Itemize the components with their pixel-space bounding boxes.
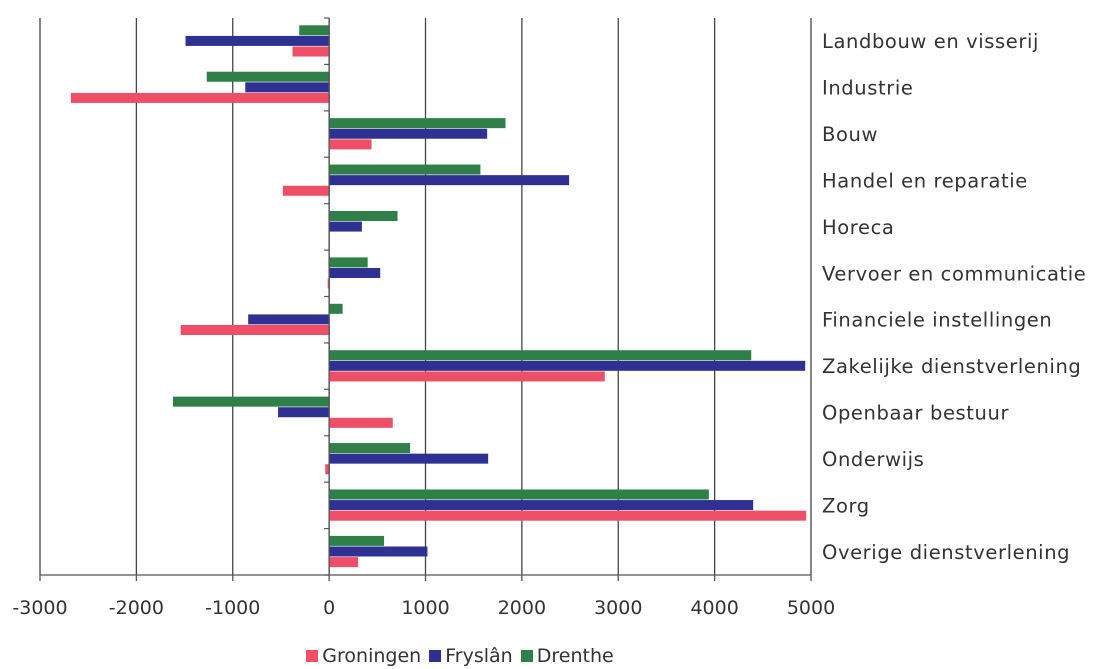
category-label: Openbaar bestuur [822,402,1009,425]
legend-item-groningen: Groningen [306,645,421,667]
bar-frysln [248,314,330,325]
bar-groningen [329,371,605,382]
bar-frysln [329,221,362,232]
x-tick-label: -1000 [205,597,260,619]
bar-drenthe [206,71,330,82]
category-label: Financiele instellingen [822,309,1052,332]
bar-drenthe [329,535,385,546]
x-tick-label: 3000 [594,597,642,619]
category-label: Zakelijke dienstverlening [822,355,1081,378]
bar-frysln [245,82,330,93]
legend-label: Fryslân [445,645,513,667]
bar-drenthe [329,303,343,314]
bar-groningen [325,464,330,475]
bar-groningen [329,510,807,521]
x-tick-label: -3000 [12,597,67,619]
bars [70,25,807,568]
bar-drenthe [329,210,398,221]
legend: Groningen Fryslân Drenthe [0,645,920,667]
bar-drenthe [329,489,709,500]
x-tick-label: 0 [323,597,335,619]
bar-frysln [185,35,330,46]
bar-drenthe [329,164,481,175]
x-tick-label: -2000 [109,597,164,619]
bar-drenthe [172,396,330,407]
bar-groningen [180,325,330,336]
legend-swatch [520,650,533,662]
legend-item-drenthe: Drenthe [520,645,614,667]
bar-drenthe [329,118,506,129]
bar-frysln [329,453,489,464]
category-label: Overige dienstverlening [822,541,1070,564]
category-label: Vervoer en communicatie [822,262,1086,285]
legend-item-fryslan: Fryslân [429,645,513,667]
bar-groningen [70,92,330,103]
bar-groningen [329,139,372,150]
category-label: Handel en reparatie [822,169,1028,192]
category-label: Bouw [822,123,878,146]
category-label: Zorg [822,494,870,517]
bar-groningen [329,557,359,568]
category-label: Industrie [822,77,913,100]
bar-drenthe [329,443,411,454]
category-label: Onderwijs [822,448,924,471]
bar-groningen [292,46,330,57]
bar-frysln [329,267,381,278]
bar-groningen [282,185,330,196]
bar-frysln [329,175,570,186]
x-tick-label: 4000 [690,597,738,619]
legend-label: Drenthe [536,645,614,667]
legend-swatch [429,650,442,662]
x-tick-label: 2000 [498,597,546,619]
bar-frysln [329,546,428,557]
bar-groningen [327,278,330,289]
bar-frysln [329,360,806,371]
category-labels: Landbouw en visserij Industrie Bouw Handel … [822,30,1086,564]
axes: -3000 -2000 -1000 0 1000 2000 3000 4000 5000 [12,17,835,619]
bar-groningen [329,417,393,428]
bar-drenthe [329,257,368,268]
legend-swatch [306,650,319,662]
category-label: Landbouw en visserij [822,30,1039,53]
bar-frysln [329,500,754,511]
bar-drenthe [329,350,752,361]
category-label: Horeca [822,216,894,239]
legend-label: Groningen [322,645,422,667]
bar-frysln [278,407,330,418]
bar-frysln [329,128,488,139]
bar-drenthe [299,25,330,36]
x-tick-label: 1000 [401,597,449,619]
x-tick-label: 5000 [787,597,835,619]
